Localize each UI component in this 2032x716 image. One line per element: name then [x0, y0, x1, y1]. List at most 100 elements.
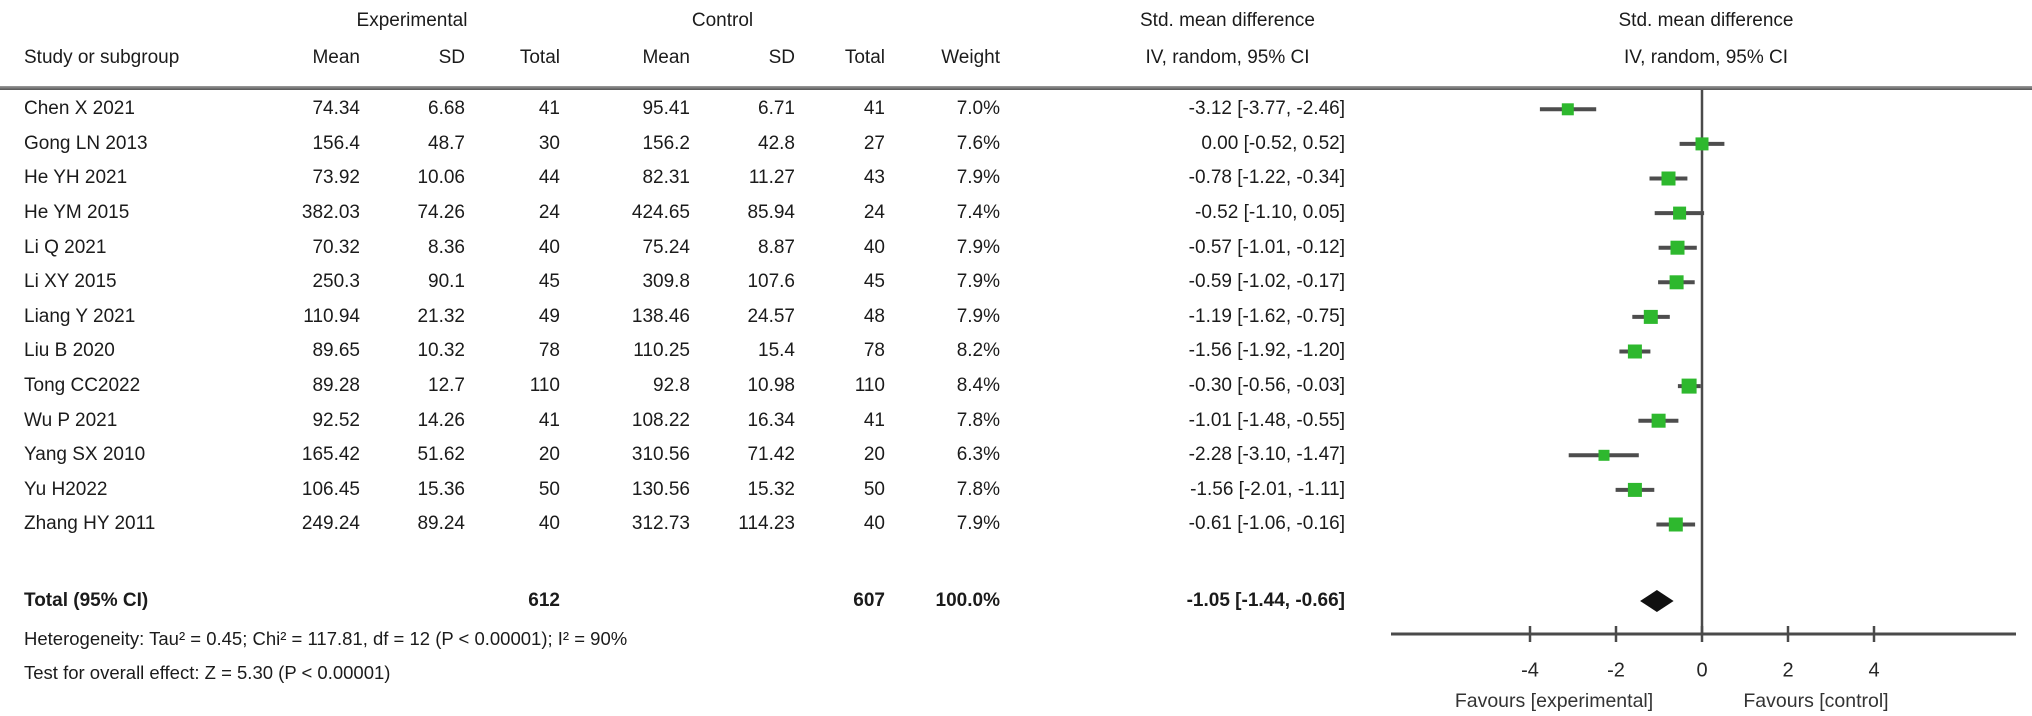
header-separator-line [0, 86, 2032, 90]
study-ci [1615, 482, 1655, 497]
cell-exp-sd: 21.32 [417, 305, 465, 327]
table-row: Yu H2022 106.45 15.36 50 130.56 15.32 50 7.8% -1… [0, 473, 1345, 508]
cell-ctrl-sd: 16.34 [747, 409, 795, 431]
table-header: Experimental Control Std. mean differenc… [0, 4, 1345, 78]
header-column-row: Study or subgroup Mean SD Total Mean SD … [0, 38, 1345, 78]
cell-exp-mean: 110.94 [303, 305, 360, 327]
cell-exp-mean: 382.03 [301, 202, 360, 224]
cell-ctrl-mean: 156.2 [642, 132, 690, 154]
cell-study-name: Li XY 2015 [24, 271, 117, 293]
axis-tick-label: -2 [1607, 659, 1625, 681]
cell-ci-text: -0.57 [-1.01, -0.12] [1188, 236, 1345, 258]
header-effect-line1: Std. mean difference [1140, 10, 1315, 31]
cell-study-name: He YH 2021 [24, 167, 128, 189]
cell-ctrl-mean: 310.56 [631, 444, 690, 466]
overall-effect-text: Test for overall effect: Z = 5.30 (P < 0… [24, 662, 391, 683]
cell-exp-sd: 89.24 [417, 513, 465, 535]
axis-tick-label: 2 [1782, 659, 1793, 681]
cell-exp-sd: 48.7 [428, 132, 465, 154]
study-ci [1638, 413, 1679, 428]
cell-exp-total: 41 [538, 98, 560, 120]
table-row: Wu P 2021 92.52 14.26 41 108.22 16.34 41 7.8% -1… [0, 403, 1345, 438]
cell-exp-total: 44 [538, 167, 560, 189]
cell-ctrl-mean: 92.8 [653, 375, 690, 397]
cell-weight: 7.9% [956, 271, 1000, 293]
cell-ctrl-sd: 24.57 [747, 305, 795, 327]
cell-exp-total: 110 [529, 375, 560, 397]
cell-exp-mean: 106.45 [301, 478, 360, 500]
cell-ctrl-total: 27 [863, 132, 885, 154]
cell-weight: 7.6% [956, 132, 1000, 154]
cell-exp-mean: 70.32 [312, 236, 360, 258]
cell-ci-text: 0.00 [-0.52, 0.52] [1201, 132, 1345, 154]
cell-ctrl-sd: 107.6 [747, 271, 795, 293]
cell-exp-mean: 74.34 [312, 98, 360, 120]
forest-plot-canvas: -4 -2 0 2 4 Favours [experimental] Favours [co… [1391, 90, 2016, 712]
effect-marker [1681, 378, 1697, 394]
cell-exp-sd: 90.1 [428, 271, 465, 293]
total-diamond [1640, 590, 1674, 612]
cell-exp-sd: 12.7 [428, 375, 465, 397]
study-ci [1658, 240, 1697, 255]
cell-weight: 7.9% [956, 305, 1000, 327]
cell-study-name: Wu P 2021 [24, 409, 118, 431]
cell-exp-mean: 89.65 [312, 340, 360, 362]
header-weight: Weight [941, 47, 1000, 68]
favours-left-label: Favours [experimental] [1455, 690, 1653, 712]
study-ci [1654, 206, 1705, 220]
cell-weight: 7.9% [956, 513, 1000, 535]
cell-weight: 7.8% [956, 478, 1000, 500]
total-ctrl-n: 607 [853, 590, 885, 611]
cell-exp-sd: 14.26 [417, 409, 465, 431]
cell-ctrl-mean: 312.73 [631, 513, 690, 535]
cell-ctrl-total: 48 [863, 305, 885, 327]
cell-ci-text: -3.12 [-3.77, -2.46] [1188, 98, 1345, 120]
axis-tick-label: 4 [1868, 659, 1879, 681]
cell-ci-text: -1.56 [-1.92, -1.20] [1188, 340, 1345, 362]
header-effect-line2: IV, random, 95% CI [1145, 47, 1310, 68]
cell-ctrl-sd: 6.71 [758, 98, 795, 120]
total-exp-n: 612 [528, 590, 560, 611]
cell-ctrl-total: 45 [863, 271, 885, 293]
cell-ctrl-total: 24 [863, 202, 885, 224]
cell-ctrl-sd: 8.87 [758, 236, 795, 258]
effect-marker [1661, 171, 1676, 186]
cell-weight: 6.3% [956, 444, 1000, 466]
table-row: Liu B 2020 89.65 10.32 78 110.25 15.4 78 8.2% -1… [0, 334, 1345, 369]
cell-exp-mean: 156.4 [312, 132, 360, 154]
cell-exp-total: 45 [538, 271, 560, 293]
header-ctrl-total: Total [844, 47, 885, 68]
cell-ctrl-sd: 11.27 [748, 167, 795, 189]
study-ci [1619, 344, 1651, 359]
cell-ctrl-sd: 10.98 [747, 375, 795, 397]
cell-exp-total: 78 [538, 340, 560, 362]
total-weight: 100.0% [935, 590, 1000, 611]
cell-exp-sd: 10.06 [417, 167, 465, 189]
cell-exp-sd: 74.26 [417, 202, 465, 224]
cell-weight: 7.0% [956, 98, 1000, 120]
effect-marker [1598, 449, 1610, 461]
cell-ci-text: -0.61 [-1.06, -0.16] [1188, 513, 1345, 535]
cell-study-name: Chen X 2021 [24, 98, 135, 120]
effect-marker [1627, 344, 1642, 359]
header-ctrl-mean: Mean [642, 47, 690, 68]
cell-ctrl-sd: 42.8 [758, 132, 795, 154]
cell-exp-mean: 249.24 [301, 513, 360, 535]
cell-ctrl-total: 41 [863, 409, 885, 431]
study-ci [1656, 517, 1696, 532]
axis-tick-label: 0 [1696, 659, 1707, 681]
effect-marker [1627, 482, 1642, 497]
cell-weight: 8.4% [956, 375, 1000, 397]
cell-ctrl-mean: 309.8 [642, 271, 690, 293]
cell-study-name: Li Q 2021 [24, 236, 107, 258]
cell-ctrl-mean: 75.24 [642, 236, 690, 258]
cell-study-name: Yu H2022 [24, 478, 108, 500]
header-exp-sd: SD [438, 47, 465, 68]
effect-marker [1668, 517, 1683, 532]
cell-weight: 8.2% [956, 340, 1000, 362]
cell-exp-sd: 51.62 [417, 444, 465, 466]
cell-ci-text: -2.28 [-3.10, -1.47] [1188, 444, 1345, 466]
cell-ci-text: -0.30 [-0.56, -0.03] [1188, 375, 1345, 397]
cell-ctrl-total: 50 [863, 478, 885, 500]
cell-exp-sd: 6.68 [428, 98, 465, 120]
